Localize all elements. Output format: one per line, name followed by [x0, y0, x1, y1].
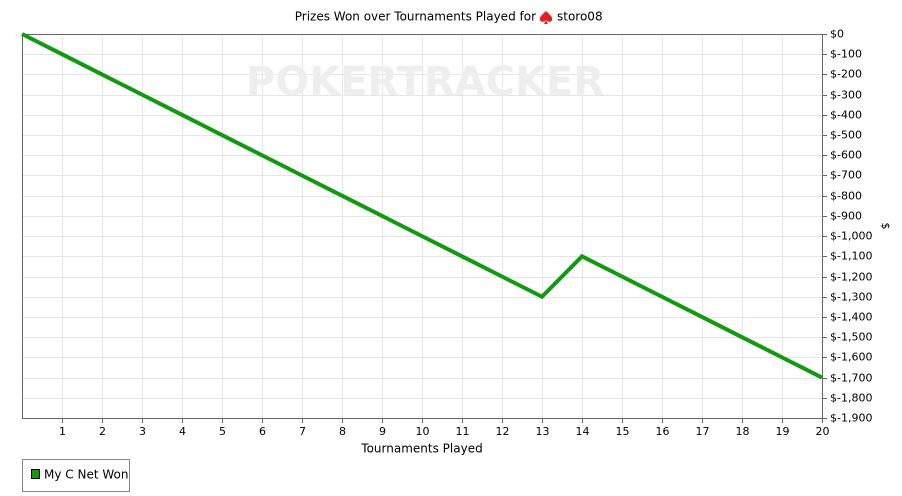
x-tick-label: 15	[616, 425, 630, 438]
x-tick-label: 1	[59, 425, 66, 438]
y-tick-label: $-1,400	[830, 311, 872, 324]
spade-icon	[539, 11, 553, 24]
series-line	[21, 32, 823, 380]
x-tick-label: 3	[139, 425, 146, 438]
x-tick-label: 13	[536, 425, 550, 438]
y-tick-label: $-1,700	[830, 372, 872, 385]
y-tick-label: $-1,500	[830, 331, 872, 344]
y-tick-label: $-800	[830, 190, 862, 203]
x-tick-label: 18	[736, 425, 750, 438]
y-tick-label: $-1,200	[830, 271, 872, 284]
plot-frame	[22, 34, 823, 419]
x-axis-label: Tournaments Played	[360, 442, 482, 456]
x-tick-label: 12	[496, 425, 510, 438]
y-tick-label: $-600	[830, 149, 862, 162]
x-tick-label: 10	[416, 425, 430, 438]
x-tick-label: 8	[339, 425, 346, 438]
y-tick-label: $-700	[830, 169, 862, 182]
y-tick-label: $-1,300	[830, 291, 872, 304]
y-tick-label: $-1,800	[830, 392, 872, 405]
x-tick-label: 9	[379, 425, 386, 438]
y-tick-label: $-500	[830, 129, 862, 142]
y-tick-label: $-200	[830, 68, 862, 81]
legend-swatch	[31, 469, 40, 479]
y-axis-label: $	[879, 223, 892, 230]
player-name: storo08	[557, 10, 603, 24]
y-tick-label: $-1,100	[830, 250, 872, 263]
x-tick-label: 5	[219, 425, 226, 438]
y-tick-label: $-400	[830, 109, 862, 122]
x-tick-label: 7	[299, 425, 306, 438]
y-tick-label: $-300	[830, 89, 862, 102]
x-tick-label: 6	[259, 425, 266, 438]
x-tick-label: 20	[816, 425, 830, 438]
x-tick-label: 4	[179, 425, 186, 438]
x-tick-label: 17	[696, 425, 710, 438]
chart-title: Prizes Won over Tournaments Played for	[295, 10, 536, 24]
watermark: POKERTRACKER	[246, 59, 604, 105]
y-tick-label: $-900	[830, 210, 862, 223]
y-tick-label: $-100	[830, 48, 862, 61]
y-tick-label: $-1,600	[830, 351, 872, 364]
y-tick-label: $-1,000	[830, 230, 872, 243]
legend-box	[22, 459, 130, 492]
legend-entry[interactable]: My C Net Won	[44, 468, 128, 482]
y-tick-label: $0	[830, 28, 844, 41]
x-tick-label: 19	[776, 425, 790, 438]
x-tick-label: 16	[656, 425, 670, 438]
x-tick-label: 2	[99, 425, 106, 438]
x-tick-label: 11	[456, 425, 470, 438]
y-tick-label: $-1,900	[830, 412, 872, 425]
x-tick-label: 14	[576, 425, 590, 438]
